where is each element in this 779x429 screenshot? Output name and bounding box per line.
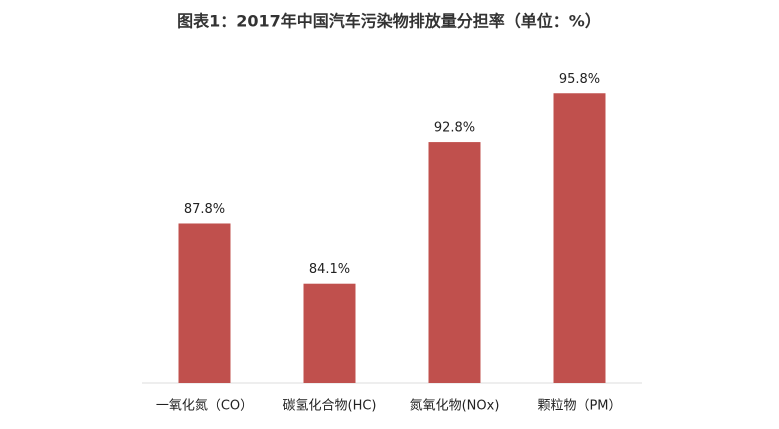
bar [178,223,231,383]
x-tick-label: 氮氧化物(NOx) [410,399,500,414]
x-tick-label: 碳氢化合物(HC) [283,399,377,414]
chart-title: 图表1：2017年中国汽车污染物排放量分担率（单位：%） [177,12,601,31]
value-label: 84.1% [309,262,350,277]
bar [428,142,481,383]
bar [553,93,606,383]
value-label: 95.8% [559,72,600,87]
x-tick-label: 颗粒物（PM） [537,399,621,414]
bar [303,283,356,383]
value-label: 87.8% [184,202,225,217]
value-label: 92.8% [434,121,475,136]
x-tick-label: 一氧化氮（CO） [156,399,253,414]
